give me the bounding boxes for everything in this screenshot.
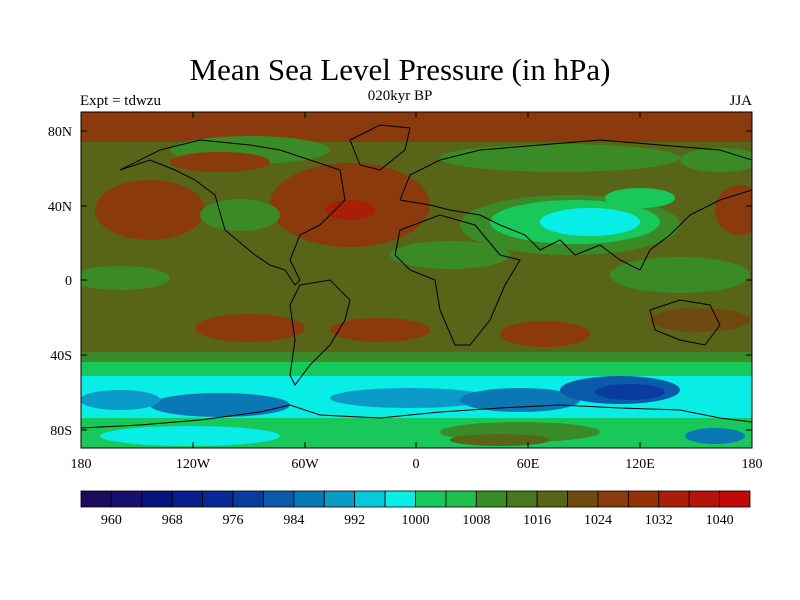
eurasia-coast bbox=[399, 139, 752, 271]
colorbar-tick-label: 1016 bbox=[523, 513, 551, 528]
colorbar-tick-label: 968 bbox=[162, 513, 183, 528]
pressure-field bbox=[81, 112, 752, 448]
colorbar-swatch bbox=[111, 490, 143, 508]
colorbar-labels: 960 968 976 984 992 1000 1008 1016 1024 1032 1040 bbox=[101, 513, 734, 528]
greenland-coast bbox=[349, 124, 411, 171]
colorbar-swatch bbox=[323, 490, 356, 508]
colorbar-swatch bbox=[536, 490, 568, 508]
x-tick-label: 120E bbox=[625, 457, 655, 472]
coastlines bbox=[81, 124, 752, 429]
colorbar-swatch bbox=[445, 490, 477, 508]
axis-ticks bbox=[81, 112, 752, 448]
colorbar-swatch bbox=[232, 490, 264, 508]
colorbar-swatch bbox=[415, 490, 447, 508]
colorbar-swatch bbox=[202, 490, 234, 508]
north-america-coast bbox=[119, 139, 346, 286]
y-tick-label: 80N bbox=[48, 125, 72, 140]
map-subtitle: 020kyr BP bbox=[367, 88, 433, 104]
y-tick-label: 40N bbox=[48, 200, 72, 215]
colorbar-tick-label: 1008 bbox=[462, 513, 490, 528]
colorbar-swatch bbox=[567, 490, 599, 508]
colorbar-swatch bbox=[627, 490, 660, 508]
antarctica-coast bbox=[81, 404, 752, 429]
y-tick-label: 80S bbox=[50, 424, 72, 439]
x-tick-label: 180 bbox=[71, 457, 92, 472]
x-tick-label: 120W bbox=[176, 457, 211, 472]
colorbar-swatch bbox=[688, 490, 720, 508]
colorbar-tick-label: 1024 bbox=[584, 513, 612, 528]
colorbar-swatch bbox=[597, 490, 629, 508]
colorbar-swatch bbox=[293, 490, 325, 508]
australia-coast bbox=[649, 299, 721, 346]
colorbar-swatch bbox=[658, 490, 690, 508]
colorbar-swatch bbox=[719, 490, 751, 508]
x-tick-label: 60W bbox=[291, 457, 319, 472]
experiment-label: Expt = tdwzu bbox=[80, 93, 161, 109]
colorbar-tick-label: 1000 bbox=[402, 513, 430, 528]
map-title: Mean Sea Level Pressure (in hPa) bbox=[189, 52, 611, 87]
x-tick-label: 180 bbox=[742, 457, 763, 472]
colorbar-tick-label: 960 bbox=[101, 513, 122, 528]
colorbar-swatch bbox=[171, 490, 204, 508]
colorbar-swatch bbox=[475, 490, 508, 508]
colorbar-tick-label: 976 bbox=[223, 513, 244, 528]
colorbar-swatch bbox=[354, 490, 386, 508]
season-label: JJA bbox=[729, 93, 752, 109]
y-tick-label: 0 bbox=[65, 274, 72, 289]
colorbar-swatch bbox=[141, 490, 173, 508]
colorbar-tick-label: 1040 bbox=[706, 513, 734, 528]
africa-coast bbox=[394, 214, 521, 346]
colorbar-tick-label: 1032 bbox=[645, 513, 673, 528]
colorbar-swatch bbox=[384, 490, 416, 508]
colorbar-swatch bbox=[80, 490, 112, 508]
colorbar-swatch bbox=[263, 490, 295, 508]
x-tick-label: 0 bbox=[413, 457, 420, 472]
colorbar-tick-label: 984 bbox=[283, 513, 304, 528]
south-america-coast bbox=[289, 279, 351, 386]
colorbar-tick-label: 992 bbox=[344, 513, 365, 528]
colorbar-swatch bbox=[506, 490, 538, 508]
y-tick-label: 40S bbox=[50, 349, 72, 364]
x-tick-label: 60E bbox=[517, 457, 540, 472]
colorbar bbox=[80, 490, 751, 508]
